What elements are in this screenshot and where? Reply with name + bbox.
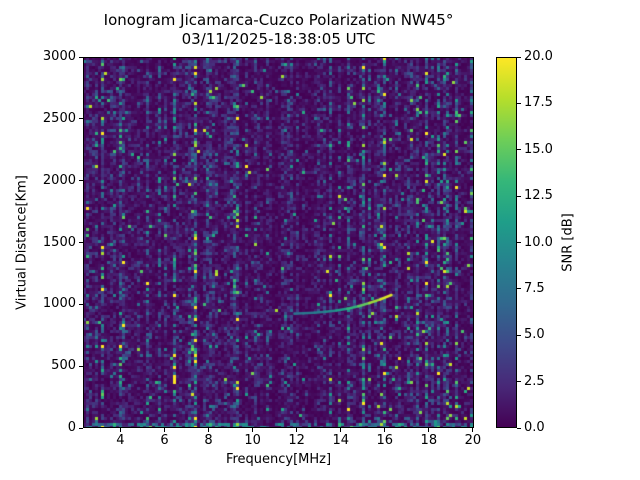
x-tick-label: 18	[420, 433, 438, 448]
colorbar-tick-label: 7.5	[524, 280, 545, 296]
chart-title: Ionogram Jicamarca-Cuzco Polarization NW…	[103, 11, 454, 29]
x-tick-mark	[472, 428, 474, 432]
x-tick-mark	[428, 428, 430, 432]
colorbar-tick-mark	[517, 195, 521, 197]
x-tick-mark	[164, 428, 165, 432]
x-tick-label: 16	[376, 433, 394, 448]
x-tick-label: 14	[332, 433, 349, 448]
colorbar-tick-mark	[517, 149, 521, 151]
x-tick-mark	[252, 428, 254, 432]
colorbar-tick-label: 10.0	[524, 234, 553, 250]
x-tick-label: 20	[464, 433, 482, 448]
colorbar-tick-mark	[517, 427, 521, 429]
colorbar-tick-label: 2.5	[524, 373, 545, 389]
colorbar-gradient	[496, 57, 517, 428]
colorbar-tick-mark	[517, 334, 521, 336]
y-tick-label: 500	[51, 358, 76, 374]
y-tick-label: 2500	[42, 110, 76, 126]
x-tick-mark	[296, 428, 298, 432]
colorbar-label: SNR [dB]	[560, 213, 576, 272]
heatmap-canvas	[83, 57, 474, 428]
colorbar-tick-mark	[517, 381, 521, 383]
y-axis-label: Virtual Distance[Km]	[14, 175, 30, 310]
colorbar-tick-mark	[517, 56, 521, 58]
colorbar-tick-label: 5.0	[524, 327, 545, 343]
y-tick-label: 1000	[42, 296, 76, 312]
colorbar-tick-label: 20.0	[524, 49, 553, 64]
x-axis-label: Frequency[MHz]	[225, 452, 332, 467]
y-tick-label: 0	[67, 420, 76, 435]
y-tick-label: 3000	[42, 49, 76, 64]
title-block: Ionogram Jicamarca-Cuzco Polarization NW…	[83, 11, 474, 49]
x-tick-label: 10	[244, 433, 261, 448]
colorbar-tick-mark	[517, 242, 521, 243]
colorbar-tick-label: 15.0	[524, 141, 553, 157]
x-tick-label: 6	[160, 433, 169, 448]
colorbar-tick-mark	[517, 288, 521, 290]
x-tick-mark	[340, 428, 342, 432]
x-tick-label: 4	[116, 433, 125, 448]
x-tick-mark	[384, 428, 386, 432]
colorbar-tick-label: 17.5	[524, 95, 553, 111]
colorbar-tick-mark	[517, 102, 521, 104]
y-tick-label: 2000	[42, 172, 76, 188]
x-tick-label: 12	[288, 433, 305, 448]
x-tick-mark	[208, 428, 210, 432]
x-tick-mark	[119, 428, 121, 432]
y-tick-label: 1500	[42, 234, 76, 250]
colorbar-tick-label: 0.0	[524, 420, 545, 435]
chart-subtitle: 03/11/2025-18:38:05 UTC	[181, 30, 376, 48]
colorbar-tick-label: 12.5	[524, 188, 553, 204]
x-tick-label: 8	[204, 433, 213, 448]
